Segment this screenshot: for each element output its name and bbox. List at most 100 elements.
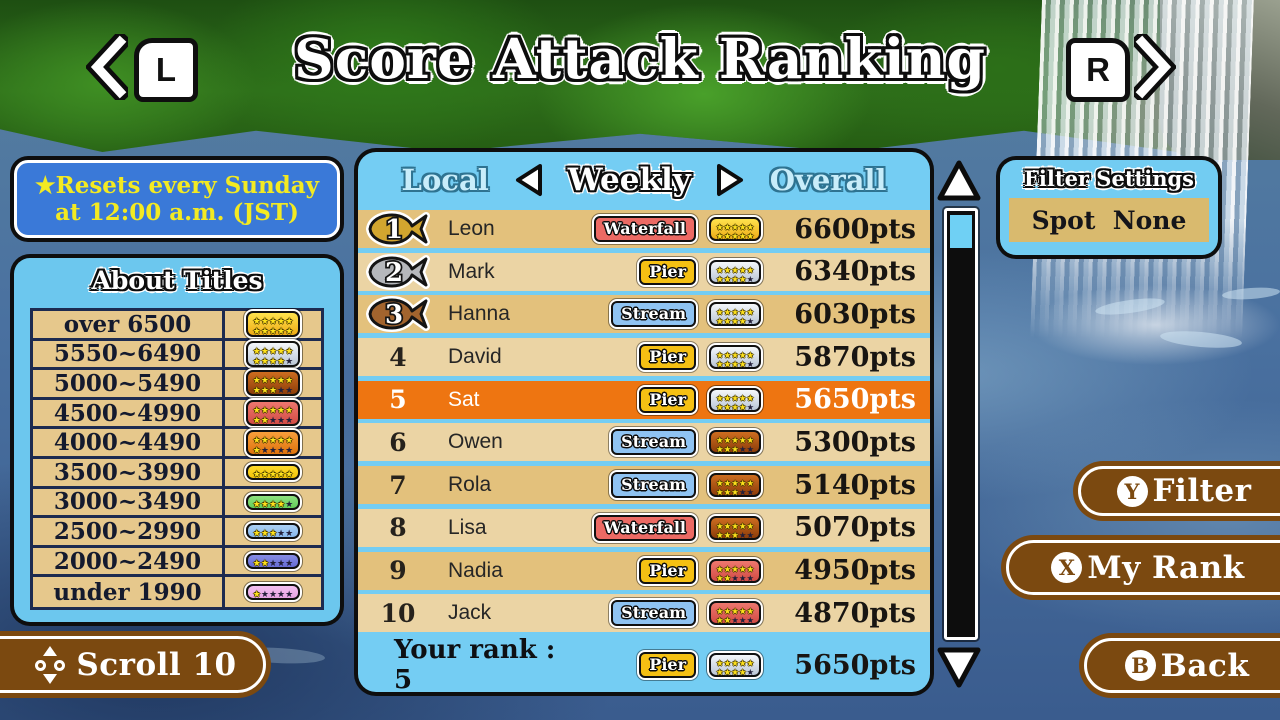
star-filled-icon: ★	[268, 386, 278, 397]
tab-next-icon[interactable]	[716, 163, 744, 197]
player-name: Sat	[448, 387, 480, 411]
my-rank-button[interactable]: X My Rank	[1006, 540, 1280, 595]
ranking-row-2[interactable]: 2 Mark Pier ★★★★★ ★★★★★ 6340pts	[358, 252, 930, 291]
tab-weekly[interactable]: Weekly	[567, 162, 691, 198]
star-filled-icon: ★	[723, 308, 732, 319]
tab-prev-icon[interactable]	[515, 163, 542, 197]
ranking-row-7[interactable]: 7 Rola Stream ★★★★★ ★★★★★ 5140pts	[358, 466, 930, 505]
star-line: ★★★★★	[716, 400, 754, 412]
back-button[interactable]: B Back	[1084, 638, 1280, 693]
star-line: ★★★★★	[253, 467, 293, 481]
tab-local[interactable]: Local	[401, 163, 489, 197]
points-value: 4950pts	[794, 555, 916, 586]
star-filled-icon: ★	[268, 356, 278, 367]
ranking-row-8[interactable]: 8 Lisa Waterfall ★★★★★ ★★★★★ 5070pts	[358, 508, 930, 547]
scrollbar-thumb[interactable]	[950, 215, 972, 248]
star-filled-icon: ★	[723, 488, 732, 499]
star-filled-icon: ★	[746, 308, 755, 319]
rank-number: 7	[389, 470, 407, 500]
star-filled-icon: ★	[723, 659, 732, 669]
star-filled-icon: ★	[268, 529, 278, 540]
star-filled-icon: ★	[285, 376, 294, 387]
about-badge-cell: ★★★★★	[225, 548, 321, 575]
next-page-chevron-icon[interactable]	[1129, 29, 1178, 105]
points-value: 6340pts	[794, 256, 916, 288]
scroll-down-button[interactable]	[936, 644, 982, 690]
rank-cell: 6	[358, 428, 438, 457]
star-line: ★★★★★	[716, 476, 754, 489]
star-filled-icon: ★	[738, 360, 747, 371]
about-titles-panel: About Titles over 6500 ★★★★★ ★★★★★ 5550~649…	[14, 258, 340, 622]
scroll-up-button[interactable]	[936, 158, 982, 204]
points-value: 5870pts	[794, 341, 916, 373]
star-line: ★★★★★	[716, 562, 754, 574]
rank-bronze-fish-icon: 3	[366, 296, 430, 333]
star-filled-icon: ★	[731, 393, 739, 404]
star-line: ★★★★★	[252, 344, 293, 357]
star-filled-icon: ★	[715, 445, 724, 456]
ranking-row-10[interactable]: 10 Jack Stream ★★★★★ ★★★★★ 4870pts	[358, 594, 930, 633]
star-dark-icon: ★	[260, 445, 269, 456]
star-line: ★★★★★	[716, 519, 754, 531]
star-dark-icon: ★	[277, 416, 286, 427]
reset-notice: ★Resets every Sunday at 12:00 a.m. (JST)	[14, 160, 340, 238]
ranking-row-3[interactable]: 3 Hanna Stream ★★★★★ ★★★★★ 6030pts	[358, 294, 930, 334]
star-line: ★★★★★	[252, 587, 294, 601]
star-filled-icon: ★	[746, 479, 755, 490]
your-rank-badge-cell: ★★★★★ ★★★★★	[704, 653, 766, 678]
star-filled-icon: ★	[731, 479, 739, 490]
star-dark-icon: ★	[746, 668, 755, 678]
rank-number: 4	[389, 342, 407, 372]
star-filled-icon: ★	[252, 346, 261, 357]
star-filled-icon: ★	[715, 521, 724, 532]
your-rank-spot-cell: Pier	[574, 652, 696, 678]
l-bumper-button[interactable]: L	[134, 38, 198, 102]
tab-overall[interactable]: Overall	[769, 163, 887, 197]
star-filled-icon: ★	[715, 360, 724, 371]
reset-notice-line2: at 12:00 a.m. (JST)	[55, 199, 299, 226]
star-filled-icon: ★	[277, 346, 286, 357]
ranking-row-5[interactable]: 5 Sat Pier ★★★★★ ★★★★★ 5650pts	[358, 380, 930, 419]
about-badge-cell: ★★★★★ ★★★★★	[225, 311, 321, 338]
spot-badge-waterfall: Waterfall	[593, 216, 696, 242]
player-name: Rola	[448, 473, 492, 497]
ranking-row-4[interactable]: 4 David Pier ★★★★★ ★★★★★ 5870pts	[358, 338, 930, 377]
about-badge-cell: ★★★★★ ★★★★★	[225, 340, 321, 368]
ranking-rows: 1 Leon Waterfall ★★★★★ ★★★★★ 6600pts 2 Mark Pier…	[358, 210, 930, 637]
star-filled-icon: ★	[268, 499, 278, 510]
about-range-label: under 1990	[33, 577, 225, 607]
star-filled-icon: ★	[738, 308, 747, 319]
star-dark-icon: ★	[285, 590, 294, 601]
star-dark-icon: ★	[746, 274, 755, 285]
scroll-10-button[interactable]: Scroll 10	[0, 636, 266, 693]
ranking-row-1[interactable]: 1 Leon Waterfall ★★★★★ ★★★★★ 6600pts	[358, 210, 930, 248]
ranking-row-6[interactable]: 6 Owen Stream ★★★★★ ★★★★★ 5300pts	[358, 423, 930, 462]
star-filled-icon: ★	[738, 659, 747, 669]
star-filled-icon: ★	[260, 376, 269, 387]
title-badge-blue5: ★★★★★	[245, 553, 301, 570]
star-line: ★★★★★	[253, 403, 294, 417]
rank-cell: 3	[358, 294, 438, 334]
back-button-label: Back	[1160, 647, 1250, 684]
title-badge-bronze10: ★★★★★ ★★★★★	[245, 370, 301, 397]
star-filled-icon: ★	[731, 668, 739, 678]
star-line: ★★★★★	[716, 485, 754, 498]
star-filled-icon: ★	[738, 393, 747, 404]
scrollbar-track[interactable]	[944, 208, 978, 640]
star-line: ★★★★★	[716, 305, 754, 318]
title-badge-lightblue5: ★★★★★	[245, 523, 301, 540]
star-dark-icon: ★	[285, 445, 294, 456]
prev-page-chevron-icon[interactable]	[84, 29, 133, 105]
star-filled-icon: ★	[252, 590, 261, 601]
star-filled-icon: ★	[731, 360, 739, 371]
star-filled-icon: ★	[715, 393, 724, 404]
star-dark-icon: ★	[285, 529, 294, 540]
star-filled-icon: ★	[738, 607, 747, 618]
filter-button[interactable]: Y Filter	[1078, 466, 1280, 516]
r-bumper-button[interactable]: R	[1066, 38, 1130, 102]
ranking-row-9[interactable]: 9 Nadia Pier ★★★★★ ★★★★★ 4950pts	[358, 551, 930, 590]
your-rank-label: Your rank : 5	[394, 635, 556, 692]
points-value: 5650pts	[794, 384, 916, 416]
star-filled-icon: ★	[260, 470, 269, 481]
star-filled-icon: ★	[285, 406, 294, 417]
